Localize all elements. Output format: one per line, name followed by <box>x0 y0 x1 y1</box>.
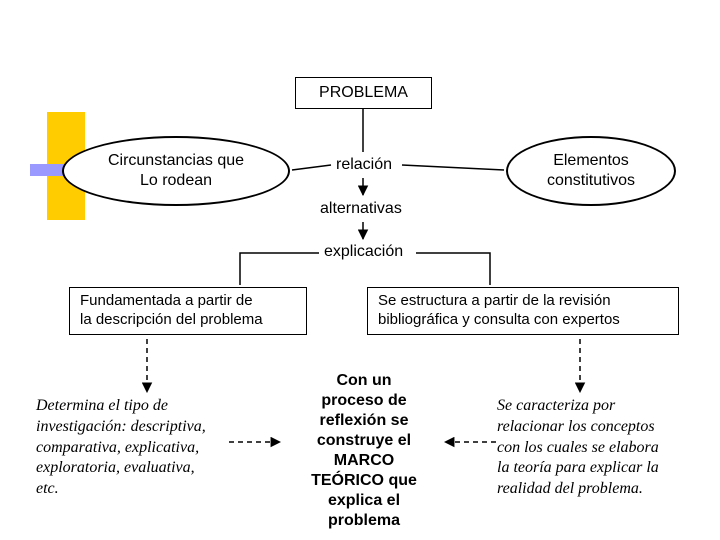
node-determina-label: Determina el tipo deinvestigación: descr… <box>36 397 206 497</box>
node-con-proceso: Con unproceso dereflexión seconstruye el… <box>277 371 451 531</box>
node-relacion-label: relación <box>336 156 392 173</box>
node-problema-label: PROBLEMA <box>319 83 408 103</box>
node-circunstancias-label: Circunstancias queLo rodean <box>108 151 244 191</box>
node-alternativas: alternativas <box>320 199 402 219</box>
node-caracteriza: Se caracteriza porrelacionar los concept… <box>497 396 707 500</box>
node-problema: PROBLEMA <box>295 77 432 109</box>
node-relacion: relación <box>336 155 392 175</box>
node-circunstancias: Circunstancias queLo rodean <box>62 136 290 206</box>
node-caracteriza-label: Se caracteriza porrelacionar los concept… <box>497 397 659 497</box>
node-explicacion: explicación <box>324 242 403 262</box>
node-alternativas-label: alternativas <box>320 200 402 217</box>
node-explicacion-label: explicación <box>324 243 403 260</box>
node-estructura: Se estructura a partir de la revisiónbib… <box>367 287 679 335</box>
node-elementos-label: Elementosconstitutivos <box>547 151 635 191</box>
node-fundamentada: Fundamentada a partir dela descripción d… <box>69 287 307 335</box>
node-con-proceso-label: Con unproceso dereflexión seconstruye el… <box>311 372 417 529</box>
node-estructura-label: Se estructura a partir de la revisiónbib… <box>378 292 620 330</box>
node-elementos: Elementosconstitutivos <box>506 136 676 206</box>
node-determina: Determina el tipo deinvestigación: descr… <box>36 396 261 500</box>
node-fundamentada-label: Fundamentada a partir dela descripción d… <box>80 292 263 330</box>
